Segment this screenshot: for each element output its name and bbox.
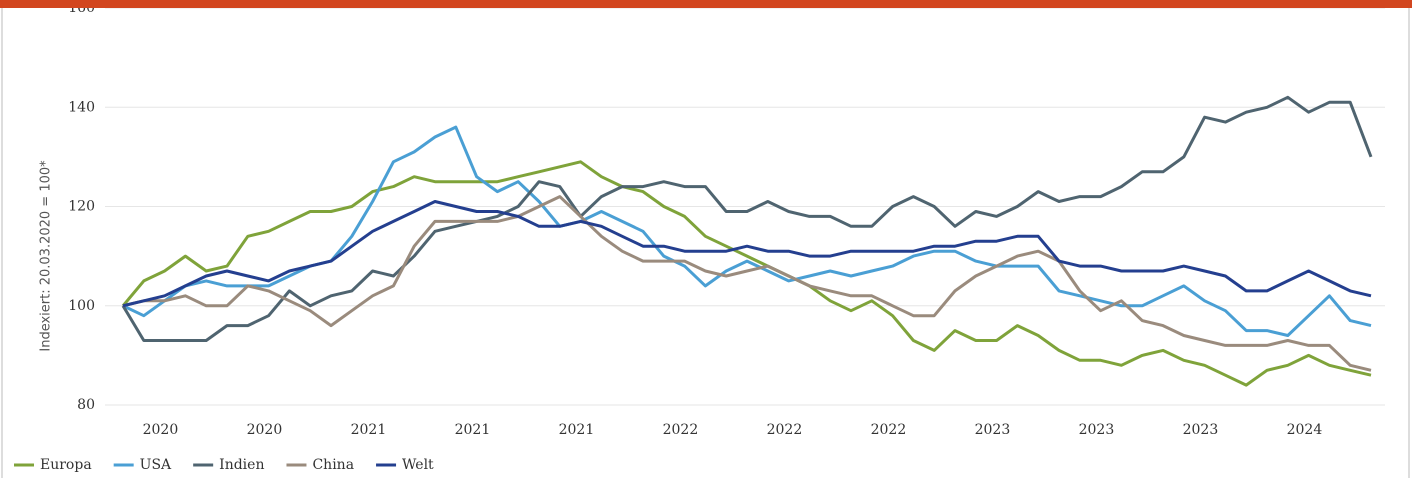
- x-tick-label: 2023: [1079, 422, 1115, 438]
- x-tick-label: 2021: [455, 422, 491, 438]
- legend-label: Welt: [402, 457, 434, 473]
- series-line: [121, 160, 1372, 387]
- x-tick-label: 2023: [975, 422, 1011, 438]
- legend-label: Europa: [40, 457, 92, 473]
- series-line: [122, 195, 1372, 372]
- x-tick-label: 2020: [247, 422, 283, 438]
- legend-label: China: [312, 457, 354, 473]
- legend-label: Indien: [219, 457, 264, 473]
- y-tick-label: 100: [68, 298, 95, 314]
- x-tick-label: 2021: [351, 422, 387, 438]
- x-tick-label: 2023: [1183, 422, 1219, 438]
- y-axis-label: Indexiert: 20.03.2020 = 100*: [39, 160, 54, 352]
- legend-label: USA: [140, 457, 172, 473]
- header-bar: [0, 0, 1412, 8]
- series-line: [122, 200, 1372, 308]
- x-tick-label: 2022: [663, 422, 699, 438]
- x-tick-label: 2024: [1287, 422, 1323, 438]
- x-tick-label: 2020: [143, 422, 179, 438]
- y-tick-label: 120: [68, 199, 95, 215]
- y-tick-label: 140: [68, 99, 95, 115]
- y-tick-label: 80: [77, 397, 95, 413]
- series-line: [121, 95, 1373, 342]
- x-tick-label: 2021: [559, 422, 595, 438]
- x-tick-label: 2022: [871, 422, 907, 438]
- x-tick-label: 2022: [767, 422, 803, 438]
